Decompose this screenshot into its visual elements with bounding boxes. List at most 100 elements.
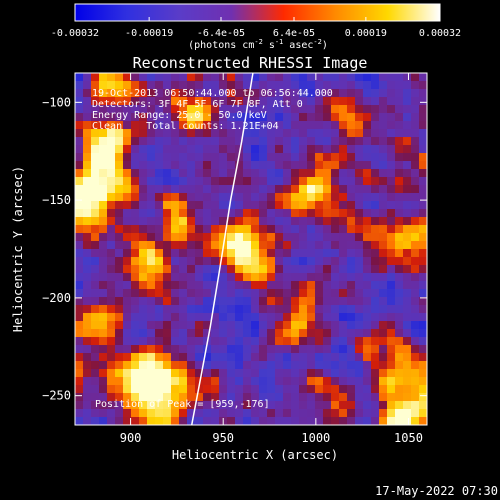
heatmap-cell	[243, 225, 252, 234]
heatmap-cell	[219, 161, 228, 170]
heatmap-cell	[379, 209, 388, 218]
heatmap-cell	[155, 353, 164, 362]
heatmap-cell	[91, 345, 100, 354]
heatmap-cell	[307, 369, 316, 378]
heatmap-cell	[267, 249, 276, 258]
heatmap-cell	[211, 137, 220, 146]
heatmap-cell	[275, 385, 284, 394]
heatmap-cell	[155, 329, 164, 338]
heatmap-cell	[227, 329, 236, 338]
heatmap-cell	[403, 257, 412, 266]
heatmap-cell	[211, 265, 220, 274]
heatmap-cell	[323, 377, 332, 386]
heatmap-cell	[379, 161, 388, 170]
heatmap-cell	[411, 265, 420, 274]
heatmap-cell	[115, 385, 124, 394]
heatmap-cell	[123, 289, 132, 298]
heatmap-cell	[411, 369, 420, 378]
heatmap-cell	[139, 169, 148, 178]
heatmap-cell	[355, 177, 364, 186]
heatmap-cell	[299, 81, 308, 90]
heatmap-cell	[203, 305, 212, 314]
heatmap-cell	[219, 353, 228, 362]
heatmap-cell	[243, 321, 252, 330]
heatmap-cell	[203, 329, 212, 338]
heatmap-cell	[131, 161, 140, 170]
heatmap-cell	[131, 169, 140, 178]
heatmap-cell	[211, 89, 220, 98]
heatmap-cell	[123, 257, 132, 266]
heatmap-cell	[123, 145, 132, 154]
heatmap-cell	[323, 273, 332, 282]
heatmap-cell	[75, 385, 84, 394]
heatmap-cell	[315, 409, 324, 418]
heatmap-cell	[123, 225, 132, 234]
heatmap-cell	[299, 337, 308, 346]
heatmap-cell	[99, 305, 108, 314]
heatmap-cell	[171, 217, 180, 226]
heatmap-cell	[131, 417, 140, 425]
heatmap-cell	[211, 209, 220, 218]
heatmap-cell	[283, 137, 292, 146]
heatmap-cell	[163, 353, 172, 362]
heatmap-cell	[267, 137, 276, 146]
heatmap-cell	[347, 297, 356, 306]
heatmap-cell	[99, 193, 108, 202]
heatmap-cell	[347, 265, 356, 274]
heatmap-cell	[227, 273, 236, 282]
heatmap-cell	[219, 289, 228, 298]
heatmap-cell	[339, 113, 348, 122]
heatmap-cell	[387, 377, 396, 386]
heatmap-cell	[331, 137, 340, 146]
heatmap-cell	[411, 201, 420, 210]
heatmap-cell	[243, 241, 252, 250]
heatmap-cell	[235, 225, 244, 234]
heatmap-cell	[307, 393, 316, 402]
heatmap-cell	[379, 313, 388, 322]
heatmap-cell	[83, 169, 92, 178]
heatmap-cell	[323, 393, 332, 402]
heatmap-cell	[315, 81, 324, 90]
heatmap-cell	[171, 329, 180, 338]
heatmap-cell	[195, 257, 204, 266]
heatmap-cell	[115, 121, 124, 130]
heatmap-cell	[331, 209, 340, 218]
heatmap-cell	[171, 81, 180, 90]
heatmap-cell	[115, 361, 124, 370]
heatmap-cell	[251, 409, 260, 418]
heatmap-cell	[211, 329, 220, 338]
heatmap-cell	[235, 369, 244, 378]
heatmap-cell	[339, 145, 348, 154]
heatmap-cell	[259, 97, 268, 106]
heatmap-cell	[187, 281, 196, 290]
heatmap-cell	[371, 105, 380, 114]
heatmap-cell	[115, 297, 124, 306]
heatmap-cell	[403, 193, 412, 202]
heatmap-cell	[363, 289, 372, 298]
heatmap-cell	[139, 209, 148, 218]
heatmap-cell	[195, 97, 204, 106]
heatmap-cell	[139, 369, 148, 378]
heatmap-cell	[419, 257, 427, 266]
heatmap-cell	[419, 73, 427, 82]
heatmap-cell	[307, 145, 316, 154]
heatmap-cell	[219, 169, 228, 178]
heatmap-cell	[219, 305, 228, 314]
heatmap-cell	[403, 225, 412, 234]
heatmap-cell	[147, 209, 156, 218]
heatmap-cell	[139, 321, 148, 330]
heatmap-cell	[275, 105, 284, 114]
heatmap-cell	[227, 185, 236, 194]
heatmap-cell	[395, 145, 404, 154]
heatmap-cell	[419, 217, 427, 226]
heatmap-cell	[131, 177, 140, 186]
heatmap-cell	[83, 329, 92, 338]
heatmap-cell	[91, 97, 100, 106]
heatmap-cell	[283, 217, 292, 226]
heatmap-cell	[363, 313, 372, 322]
heatmap-cell	[299, 217, 308, 226]
heatmap-cell	[187, 257, 196, 266]
heatmap-cell	[267, 377, 276, 386]
heatmap-cell	[371, 321, 380, 330]
heatmap-cell	[155, 377, 164, 386]
